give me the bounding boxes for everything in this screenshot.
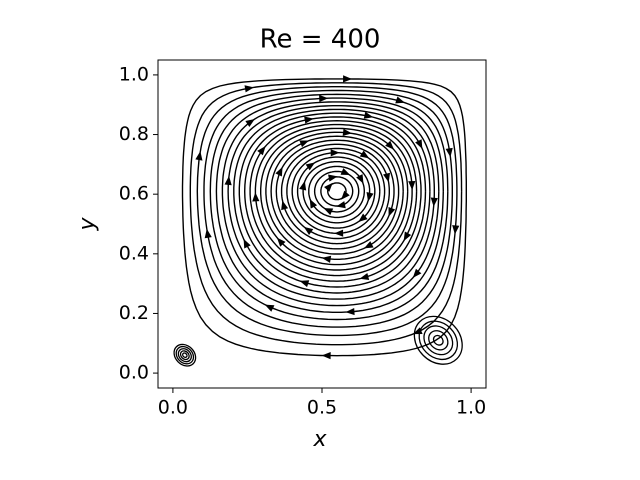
flow-arrow	[303, 226, 314, 236]
flow-arrow	[366, 192, 374, 202]
eddy-streamline	[177, 348, 192, 363]
eddy-streamline	[428, 330, 449, 351]
streamline	[227, 104, 435, 300]
flow-arrow	[430, 197, 438, 207]
flow-arrow	[363, 241, 374, 249]
streamline	[326, 182, 347, 201]
eddy-streamline	[432, 334, 444, 346]
flow-arrow	[340, 168, 351, 175]
streamline	[296, 156, 376, 229]
y-tick-label: 0.0	[119, 362, 149, 384]
streamline	[291, 151, 381, 235]
x-tick-label: 0.5	[307, 397, 337, 419]
streamline	[302, 160, 371, 224]
flow-arrow	[244, 85, 254, 93]
chart-title: Re = 400	[260, 25, 381, 55]
streamline	[265, 131, 404, 260]
streamline	[249, 119, 418, 277]
flow-arrow	[341, 190, 350, 200]
flow-arrow	[324, 182, 333, 192]
flow-arrow	[330, 149, 340, 157]
flow-arrow	[452, 225, 460, 235]
streamline	[280, 143, 390, 245]
streamline	[286, 147, 386, 240]
flow-arrow	[359, 150, 370, 159]
y-tick-label: 0.2	[119, 302, 149, 324]
flow-arrow	[412, 268, 422, 278]
flow-arrow	[395, 96, 405, 104]
flow-arrow	[257, 146, 266, 156]
flow-arrow	[323, 208, 334, 216]
flow-arrow	[345, 307, 355, 316]
y-tick-label: 1.0	[119, 63, 149, 85]
streamline	[203, 89, 453, 328]
flow-arrow	[388, 206, 396, 217]
flow-arrow	[415, 139, 423, 149]
flow-arrow	[305, 162, 316, 171]
streamline	[221, 101, 440, 307]
eddy-streamline	[418, 320, 459, 361]
flow-arrow	[299, 280, 310, 288]
streamline	[233, 108, 431, 294]
flow-arrow	[281, 200, 289, 211]
streamline	[196, 85, 458, 337]
streamline	[181, 78, 467, 357]
flow-arrow	[403, 231, 412, 242]
flow-arrow	[252, 192, 260, 202]
eddy-streamline	[413, 315, 463, 365]
streamline	[275, 139, 395, 250]
flow-arrow	[243, 238, 251, 249]
eddy-streamline	[182, 352, 188, 359]
flow-arrow	[328, 174, 338, 182]
flow-arrow	[343, 75, 353, 83]
y-axis-label: y	[75, 217, 100, 232]
flow-arrow	[356, 174, 364, 184]
streamline	[260, 127, 409, 266]
x-tick-label: 1.0	[456, 397, 486, 419]
flow-arrow	[264, 304, 275, 312]
flow-arrow	[359, 272, 370, 280]
plot-frame	[157, 59, 487, 389]
eddy-streamline	[423, 325, 454, 356]
flow-arrow	[224, 175, 232, 186]
flow-arrow	[385, 140, 395, 150]
streamline	[238, 112, 427, 288]
flow-arrow	[319, 94, 329, 103]
flow-arrow	[299, 140, 310, 148]
flow-arrow	[408, 180, 416, 191]
flow-arrow	[334, 229, 344, 237]
x-tick-label: 0.0	[158, 397, 188, 419]
flow-arrow	[275, 166, 283, 177]
streamline	[215, 97, 444, 313]
flow-arrow	[383, 172, 391, 183]
flow-arrow	[342, 128, 353, 136]
flow-arrow	[304, 116, 314, 124]
flow-arrow	[445, 147, 453, 158]
flow-arrow	[309, 198, 318, 209]
flow-arrow	[245, 118, 255, 127]
flow-arrow	[321, 352, 331, 360]
flow-arrow	[204, 228, 212, 239]
flow-arrow	[363, 111, 374, 119]
y-tick-label: 0.8	[119, 123, 149, 145]
flow-arrow	[299, 180, 307, 191]
eddy-streamline	[179, 350, 190, 361]
y-tick-label: 0.6	[119, 183, 149, 205]
eddy-streamline	[173, 343, 197, 367]
streamlines	[173, 75, 467, 367]
flow-arrow	[321, 255, 332, 263]
y-tick-label: 0.4	[119, 242, 149, 264]
x-axis-label: x	[312, 427, 327, 452]
streamline	[189, 82, 463, 346]
flow-arrow	[276, 237, 286, 247]
eddy-streamline	[175, 345, 195, 365]
streamline	[243, 116, 422, 282]
streamline	[254, 123, 413, 271]
streamline	[320, 176, 354, 207]
flow-arrow	[336, 201, 346, 209]
flow-arrow	[358, 213, 368, 223]
flow-arrow	[195, 151, 203, 161]
streamline	[308, 165, 365, 219]
